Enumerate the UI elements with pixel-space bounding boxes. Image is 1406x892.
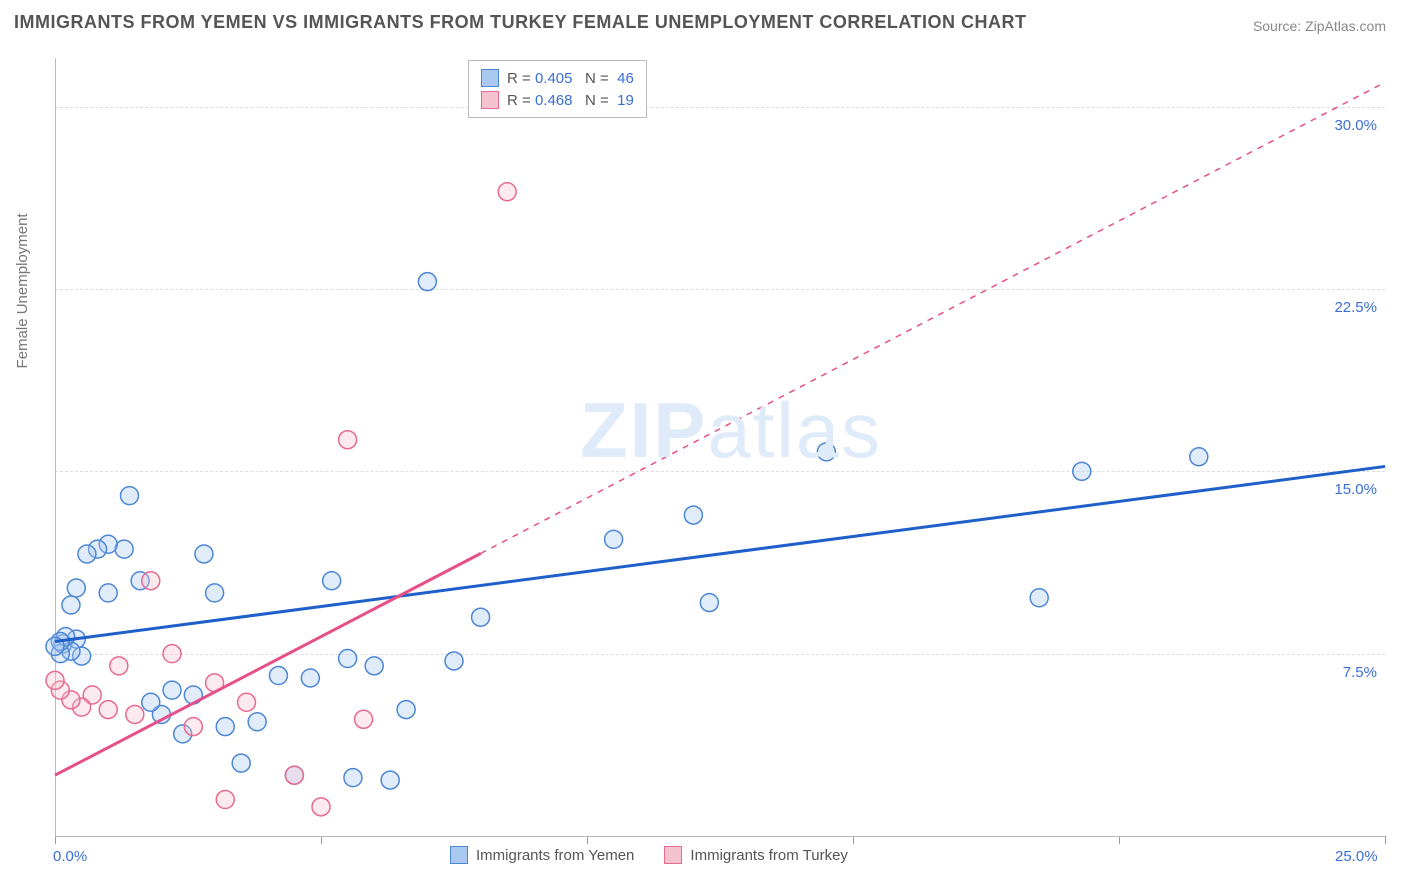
source-label: Source: ZipAtlas.com <box>1253 18 1386 34</box>
point-yemen <box>67 579 85 597</box>
point-turkey <box>110 657 128 675</box>
x-tick-mark <box>1385 836 1386 844</box>
trend-line-yemen <box>55 466 1385 641</box>
point-turkey <box>99 701 117 719</box>
point-yemen <box>1190 448 1208 466</box>
x-tick-mark <box>587 836 588 844</box>
point-yemen <box>472 608 490 626</box>
point-yemen <box>323 572 341 590</box>
point-yemen <box>700 594 718 612</box>
point-yemen <box>269 667 287 685</box>
point-yemen <box>397 701 415 719</box>
point-yemen <box>206 584 224 602</box>
point-yemen <box>381 771 399 789</box>
point-yemen <box>120 487 138 505</box>
chart-plot-area: 7.5%15.0%22.5%30.0%0.0%25.0% <box>55 58 1385 836</box>
point-yemen <box>216 718 234 736</box>
legend-stats-yemen: R = 0.405 N = 46 <box>507 70 634 87</box>
point-turkey <box>238 693 256 711</box>
point-yemen <box>142 693 160 711</box>
y-axis-label: Female Unemployment <box>14 213 31 368</box>
point-yemen <box>445 652 463 670</box>
point-yemen <box>339 650 357 668</box>
point-turkey <box>126 705 144 723</box>
point-turkey <box>142 572 160 590</box>
x-tick-mark <box>1119 836 1120 844</box>
legend-row-yemen: R = 0.405 N = 46 <box>481 67 634 89</box>
legend-row-turkey: R = 0.468 N = 19 <box>481 89 634 111</box>
point-yemen <box>1073 462 1091 480</box>
point-yemen <box>365 657 383 675</box>
series-label-yemen: Immigrants from Yemen <box>476 847 634 864</box>
legend-swatch-turkey <box>481 91 499 109</box>
point-yemen <box>684 506 702 524</box>
x-tick-mark <box>55 836 56 844</box>
point-turkey <box>312 798 330 816</box>
point-yemen <box>344 769 362 787</box>
series-label-turkey: Immigrants from Turkey <box>690 847 848 864</box>
x-tick-label: 25.0% <box>1335 848 1378 865</box>
chart-title: IMMIGRANTS FROM YEMEN VS IMMIGRANTS FROM… <box>14 12 1027 33</box>
point-turkey <box>285 766 303 784</box>
x-tick-mark <box>853 836 854 844</box>
correlation-legend: R = 0.405 N = 46 R = 0.468 N = 19 <box>468 60 647 118</box>
point-yemen <box>418 273 436 291</box>
x-axis <box>55 836 1385 837</box>
x-tick-label: 0.0% <box>53 848 87 865</box>
chart-svg <box>55 58 1385 836</box>
point-turkey <box>163 645 181 663</box>
point-turkey <box>339 431 357 449</box>
series-legend: Immigrants from Yemen Immigrants from Tur… <box>450 846 848 864</box>
point-yemen <box>1030 589 1048 607</box>
series-swatch-turkey <box>664 846 682 864</box>
point-yemen <box>115 540 133 558</box>
series-legend-yemen: Immigrants from Yemen <box>450 846 634 864</box>
legend-stats-turkey: R = 0.468 N = 19 <box>507 92 634 109</box>
point-yemen <box>817 443 835 461</box>
point-yemen <box>248 713 266 731</box>
point-turkey <box>355 710 373 728</box>
series-legend-turkey: Immigrants from Turkey <box>664 846 848 864</box>
point-yemen <box>232 754 250 772</box>
x-tick-mark <box>321 836 322 844</box>
point-yemen <box>195 545 213 563</box>
point-yemen <box>99 584 117 602</box>
point-turkey <box>216 791 234 809</box>
point-yemen <box>62 596 80 614</box>
point-yemen <box>605 530 623 548</box>
point-turkey <box>498 183 516 201</box>
legend-swatch-yemen <box>481 69 499 87</box>
point-yemen <box>78 545 96 563</box>
point-turkey <box>184 718 202 736</box>
point-yemen <box>163 681 181 699</box>
point-turkey <box>46 671 64 689</box>
point-yemen <box>301 669 319 687</box>
series-swatch-yemen <box>450 846 468 864</box>
